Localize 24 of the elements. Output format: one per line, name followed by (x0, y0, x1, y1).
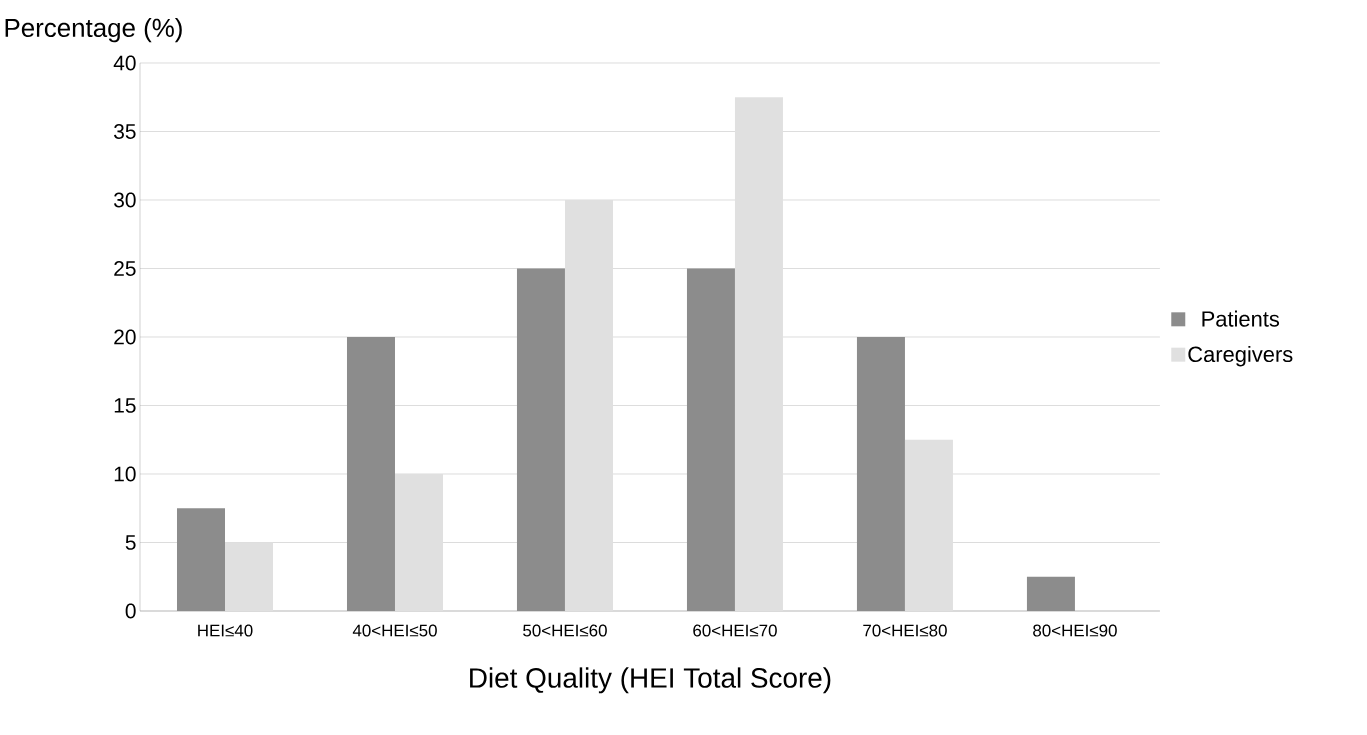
y-tick-label: 25 (114, 261, 136, 276)
bar (564, 199, 613, 611)
bar (904, 439, 953, 611)
legend-label: Caregivers (1188, 345, 1293, 367)
y-tick-label: 0 (125, 603, 136, 619)
x-tick-label: 50<HEI≤60 (523, 624, 607, 637)
legend-label: Patients (1202, 310, 1280, 327)
x-tick-label: 80<HEI≤90 (1033, 624, 1117, 637)
y-tick-label: 20 (114, 329, 136, 345)
y-tick-label: 35 (114, 124, 136, 139)
y-tick-label: 15 (114, 398, 136, 413)
x-tick-label: 60<HEI≤70 (693, 624, 777, 637)
y-tick-label: 10 (114, 466, 136, 482)
bar (225, 542, 273, 611)
x-axis-title: Diet Quality (HEI Total Score) (470, 667, 831, 694)
bar (394, 474, 443, 611)
y-tick-label: 30 (114, 192, 136, 208)
x-tick-label: HEI≤40 (198, 624, 253, 637)
y-tick-label: 40 (113, 55, 136, 71)
y-axis-title: Percentage (%) (5, 18, 182, 43)
y-tick-label: 5 (125, 535, 136, 550)
x-tick-label: 40<HEI≤50 (352, 624, 437, 637)
x-tick-label: 70<HEI≤80 (863, 624, 947, 637)
bar (734, 97, 783, 611)
